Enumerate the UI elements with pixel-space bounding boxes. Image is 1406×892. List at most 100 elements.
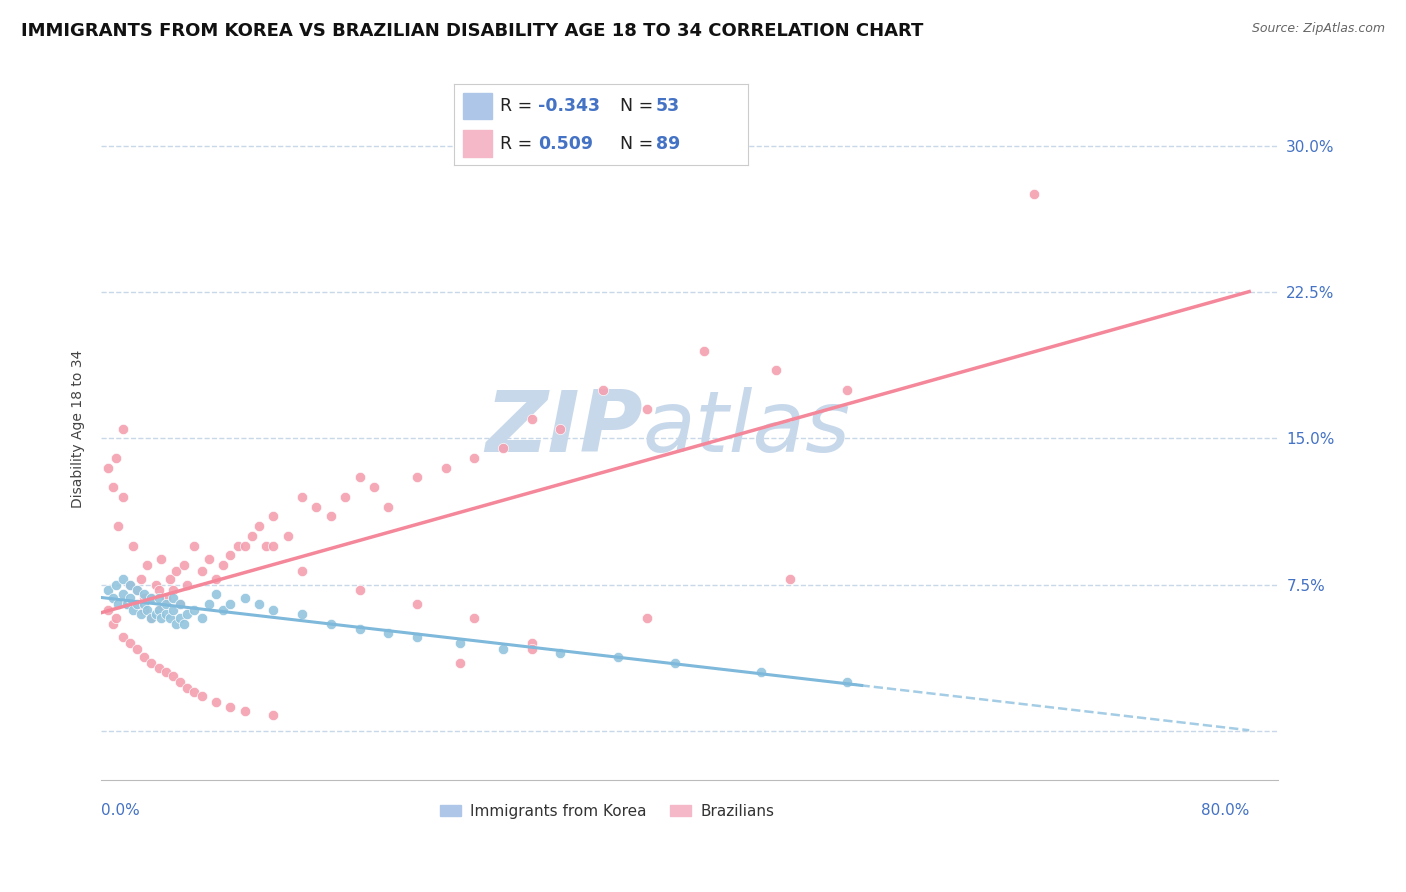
Point — [262, 708, 284, 723]
Point — [115, 597, 138, 611]
Point — [162, 603, 184, 617]
Point — [136, 603, 159, 617]
Point — [169, 597, 191, 611]
Point — [134, 603, 156, 617]
Point — [101, 591, 124, 606]
Point — [131, 607, 153, 621]
Point — [212, 603, 235, 617]
Point — [520, 636, 543, 650]
Point — [173, 616, 195, 631]
Point — [127, 583, 149, 598]
Point — [131, 572, 153, 586]
Point — [198, 597, 221, 611]
Point — [134, 597, 156, 611]
Point — [134, 649, 156, 664]
Point — [550, 421, 572, 435]
Point — [136, 558, 159, 572]
Point — [262, 509, 284, 524]
Point — [779, 572, 801, 586]
Point — [349, 623, 371, 637]
Point — [121, 603, 143, 617]
Point — [118, 577, 141, 591]
Point — [141, 656, 163, 670]
Point — [169, 597, 191, 611]
Point — [377, 500, 399, 514]
Point — [150, 611, 173, 625]
Point — [636, 611, 658, 625]
Point — [176, 577, 198, 591]
Point — [118, 636, 141, 650]
Point — [305, 500, 328, 514]
Point — [837, 383, 859, 397]
Point — [148, 603, 170, 617]
Point — [159, 572, 181, 586]
Point — [169, 675, 191, 690]
Point — [162, 669, 184, 683]
Point — [520, 641, 543, 656]
Point — [406, 470, 429, 484]
Point — [104, 450, 127, 465]
Point — [141, 611, 163, 625]
Point — [377, 626, 399, 640]
Point — [636, 402, 658, 417]
Point — [141, 591, 163, 606]
Point — [127, 597, 149, 611]
Legend: Immigrants from Korea, Brazilians: Immigrants from Korea, Brazilians — [434, 797, 780, 824]
Point — [749, 665, 772, 680]
Text: ZIP: ZIP — [485, 387, 643, 470]
Text: Source: ZipAtlas.com: Source: ZipAtlas.com — [1251, 22, 1385, 36]
Point — [247, 597, 270, 611]
Point — [254, 539, 277, 553]
Point — [148, 603, 170, 617]
Point — [104, 611, 127, 625]
Point — [162, 583, 184, 598]
Point — [111, 421, 134, 435]
Point — [291, 490, 314, 504]
Point — [159, 611, 181, 625]
Point — [240, 529, 263, 543]
Point — [463, 611, 485, 625]
Point — [104, 577, 127, 591]
Point — [406, 630, 429, 644]
Point — [277, 529, 299, 543]
Point — [127, 641, 149, 656]
Point — [169, 611, 191, 625]
Point — [219, 597, 242, 611]
Point — [349, 470, 371, 484]
Point — [148, 591, 170, 606]
Point — [233, 704, 256, 718]
Point — [115, 597, 138, 611]
Point — [155, 607, 177, 621]
Point — [107, 519, 129, 533]
Point — [449, 636, 471, 650]
Point — [319, 616, 342, 631]
Point — [247, 519, 270, 533]
Point — [150, 552, 173, 566]
Point — [107, 597, 129, 611]
Point — [205, 572, 228, 586]
Point — [1022, 187, 1045, 202]
Point — [319, 509, 342, 524]
Text: atlas: atlas — [643, 387, 851, 470]
Point — [155, 665, 177, 680]
Point — [127, 583, 149, 598]
Point — [111, 490, 134, 504]
Point — [765, 363, 787, 377]
Point — [101, 616, 124, 631]
Point — [190, 564, 212, 578]
Point — [183, 685, 205, 699]
Point — [127, 597, 149, 611]
Point — [155, 597, 177, 611]
Point — [449, 656, 471, 670]
Point — [434, 460, 457, 475]
Point — [148, 583, 170, 598]
Point — [121, 539, 143, 553]
Point — [134, 587, 156, 601]
Point — [233, 591, 256, 606]
Point — [198, 552, 221, 566]
Point — [111, 587, 134, 601]
Point — [205, 587, 228, 601]
Point — [212, 558, 235, 572]
Point — [492, 441, 515, 455]
Point — [291, 564, 314, 578]
